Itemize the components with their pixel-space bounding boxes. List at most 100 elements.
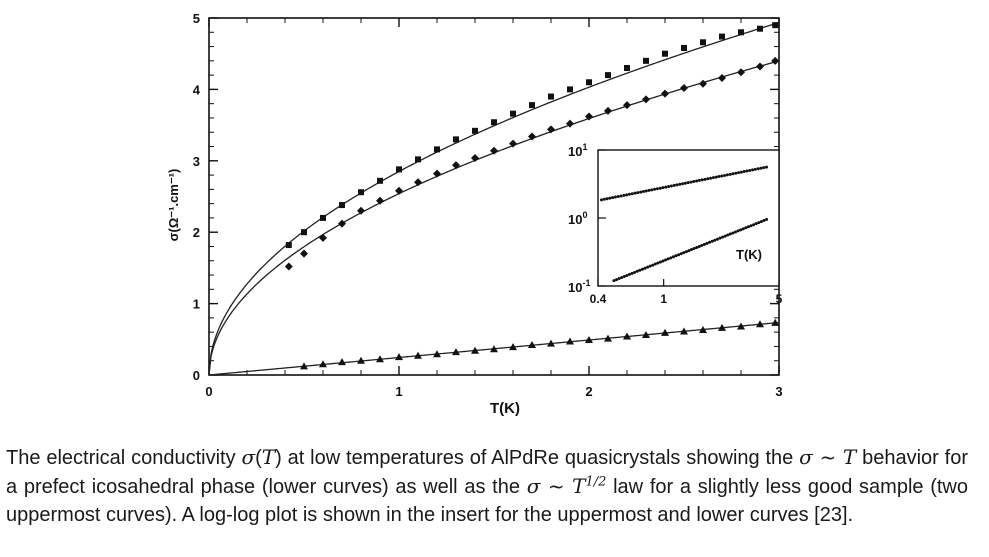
inset-point-series-2 [638, 268, 642, 272]
inset-point-series-2 [625, 273, 629, 277]
inset-point-series-1 [709, 176, 713, 180]
inset-point-series-2 [736, 229, 740, 233]
inset-point-series-1 [613, 195, 617, 199]
square-point [586, 79, 592, 86]
triangle-point [661, 328, 669, 336]
inset-point-series-2 [746, 225, 750, 229]
inset-point-series-1 [653, 187, 657, 191]
triangle-point [528, 341, 536, 349]
inset-point-series-2 [622, 274, 626, 278]
diamond-point [509, 139, 517, 148]
inset-point-series-2 [677, 253, 681, 257]
inset-point-series-1 [703, 177, 707, 181]
inset-point-series-2 [739, 228, 743, 232]
triangle-point [680, 327, 688, 335]
diamond-point [284, 262, 293, 271]
inset-point-series-1 [644, 189, 648, 193]
inset-point-series-2 [690, 248, 694, 252]
diamond-point [699, 79, 707, 88]
inset-point-series-2 [643, 266, 647, 270]
inset-point-series-1 [664, 185, 668, 189]
inset-point-series-1 [697, 178, 701, 182]
square-point [491, 119, 497, 126]
inset-point-series-2 [705, 241, 709, 245]
inset-point-series-2 [754, 222, 758, 226]
inset-point-series-1 [650, 188, 654, 192]
diamond-point [566, 119, 574, 128]
y-tick-label: 1 [193, 297, 200, 312]
inset-point-series-2 [723, 234, 727, 238]
diamond-point [414, 178, 422, 187]
diamond-point [680, 83, 688, 92]
y-axis-label: σ(Ω⁻¹.cm⁻¹) [166, 169, 181, 242]
square-point [738, 29, 744, 36]
square-point [700, 39, 706, 46]
triangle-point [509, 343, 517, 351]
diamond-point [490, 146, 498, 155]
inset-point-series-1 [622, 193, 626, 197]
inset-point-series-2 [669, 256, 673, 260]
diamond-point [623, 101, 631, 110]
x-tick-label: 3 [775, 384, 782, 399]
caption-text-1: The electrical conductivity [6, 447, 242, 469]
inset-y-tick-label: 10-1 [568, 278, 590, 295]
triangle-point [547, 339, 555, 347]
inset-point-series-1 [753, 167, 757, 171]
caption-t-symbol: T [261, 445, 276, 469]
inset-point-series-2 [640, 267, 644, 271]
inset-x-tick-label: 1 [660, 292, 667, 306]
inset-point-series-2 [697, 244, 701, 248]
diamond-point [756, 62, 764, 71]
inset-point-series-2 [731, 231, 735, 235]
inset-point-series-1 [608, 196, 612, 200]
inset-point-series-1 [720, 174, 724, 178]
y-tick-label: 5 [193, 11, 200, 26]
inset-point-series-1 [616, 195, 620, 199]
inset-point-series-1 [655, 187, 659, 191]
inset-point-series-2 [664, 258, 668, 262]
square-point [472, 127, 478, 134]
inset-point-series-2 [646, 265, 650, 269]
inset-point-series-1 [672, 183, 676, 187]
inset-point-series-2 [744, 226, 748, 230]
inset-point-series-1 [725, 173, 729, 177]
inset-point-series-2 [713, 238, 717, 242]
inset-x-tick-label: 0.4 [590, 292, 607, 306]
square-point [358, 189, 364, 196]
inset-point-series-2 [682, 251, 686, 255]
inset-point-series-2 [721, 235, 725, 239]
inset-point-series-1 [742, 170, 746, 174]
square-point [301, 229, 307, 236]
inset-point-series-2 [762, 219, 766, 223]
caption-text-3: behavior for a prefect icosahedral phase… [6, 447, 969, 498]
square-point [719, 33, 725, 40]
inset-point-series-1 [600, 198, 603, 202]
inset-point-series-2 [687, 249, 691, 253]
y-tick-label: 0 [193, 368, 200, 383]
diamond-point [471, 153, 479, 162]
square-point [548, 93, 554, 100]
diamond-point [737, 68, 745, 77]
caption-text-2: at low temperatures of AlPdRe quasicryst… [281, 447, 800, 469]
inset-point-series-2 [651, 263, 655, 267]
main-data-points [284, 22, 780, 370]
conductivity-figure: 0 1 2 3 0 1 2 3 4 5 T(K) σ(Ω⁻¹.cm⁻¹) 0.4 1 5 101 100 1… [166, 11, 783, 417]
inset-y-tick-label: 101 [568, 142, 587, 159]
triangle-point [452, 348, 460, 356]
inset-point-series-1 [700, 178, 704, 182]
square-point [377, 177, 383, 184]
triangle-point [471, 346, 479, 354]
inset-data-points [600, 165, 769, 283]
square-point [434, 146, 440, 153]
inset-point-series-2 [635, 269, 639, 273]
square-point [772, 22, 779, 29]
inset-point-series-1 [759, 166, 763, 170]
y-tick-label: 4 [193, 82, 201, 97]
square-point [339, 202, 345, 209]
triangle-point [357, 356, 365, 364]
inset-point-series-1 [636, 191, 640, 195]
inset-point-series-2 [615, 278, 619, 282]
inset-point-series-2 [671, 255, 675, 259]
triangle-point [319, 360, 327, 368]
inset-point-series-1 [627, 192, 631, 196]
